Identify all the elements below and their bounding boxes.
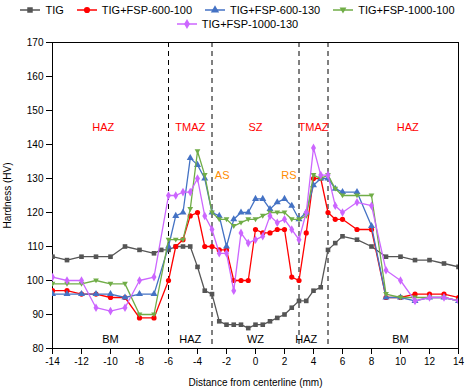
svg-text:HAZ: HAZ: [179, 333, 201, 345]
svg-text:-6: -6: [164, 356, 173, 367]
svg-text:BM: BM: [102, 333, 119, 345]
svg-text:0: 0: [253, 356, 259, 367]
svg-text:140: 140: [27, 139, 44, 150]
svg-text:10: 10: [395, 356, 407, 367]
html-text:TIG+FSP-1000-130: TIG+FSP-1000-130: [201, 18, 299, 30]
svg-text:HAZ: HAZ: [397, 121, 419, 133]
svg-text:12: 12: [424, 356, 436, 367]
svg-text:150: 150: [27, 105, 44, 116]
svg-text:-12: -12: [74, 356, 89, 367]
svg-text:6: 6: [340, 356, 346, 367]
svg-text:4: 4: [311, 356, 317, 367]
svg-text:RS: RS: [281, 169, 296, 181]
svg-text:HAZ: HAZ: [295, 333, 317, 345]
svg-text:110: 110: [28, 241, 44, 252]
svg-text:TMAZ: TMAZ: [299, 121, 329, 133]
html-text:TIG: TIG: [45, 4, 64, 16]
html-text:TIG+FSP-1000-100: TIG+FSP-1000-100: [358, 4, 455, 16]
svg-text:HAZ: HAZ: [92, 121, 114, 133]
svg-text:160: 160: [27, 71, 44, 82]
svg-text:14: 14: [453, 356, 465, 367]
svg-text:TMAZ: TMAZ: [175, 121, 205, 133]
html-text:TIG+FSP-600-130: TIG+FSP-600-130: [230, 4, 321, 16]
svg-text:AS: AS: [215, 169, 230, 181]
svg-text:100: 100: [27, 275, 44, 286]
svg-text:130: 130: [27, 173, 44, 184]
svg-text:-8: -8: [135, 356, 144, 367]
svg-text:90: 90: [32, 309, 44, 320]
svg-text:SZ: SZ: [248, 121, 262, 133]
svg-text:120: 120: [27, 207, 44, 218]
svg-text:2: 2: [282, 356, 288, 367]
svg-text:BM: BM: [392, 333, 409, 345]
svg-text:Distance from centerline (mm): Distance from centerline (mm): [189, 377, 323, 388]
svg-text:-4: -4: [193, 356, 202, 367]
svg-text:8: 8: [369, 356, 375, 367]
html-text:TIG+FSP-600-100: TIG+FSP-600-100: [101, 4, 192, 16]
svg-text:-2: -2: [222, 356, 231, 367]
svg-text:170: 170: [27, 37, 44, 48]
svg-text:-14: -14: [45, 356, 60, 367]
svg-text:WZ: WZ: [247, 333, 264, 345]
svg-text:Hardness (HV): Hardness (HV): [2, 162, 13, 228]
svg-text:-10: -10: [103, 356, 118, 367]
svg-text:80: 80: [32, 343, 44, 354]
